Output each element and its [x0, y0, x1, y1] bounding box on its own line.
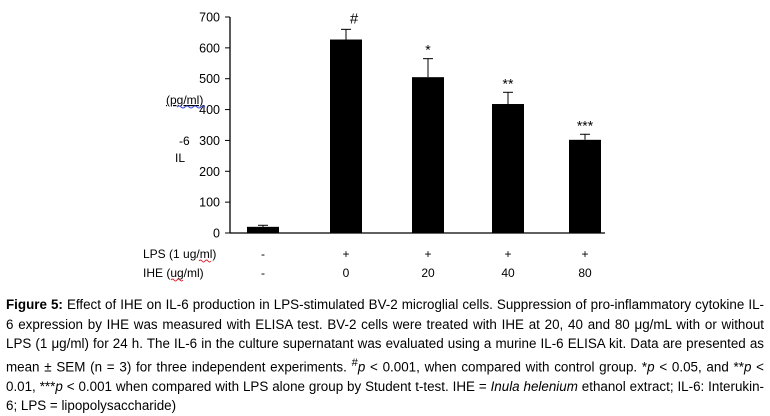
treatment-row-value: - — [261, 247, 265, 261]
treatment-row-value: 80 — [578, 266, 592, 280]
y-tick-label: 700 — [199, 11, 220, 25]
treatment-row-value: + — [342, 247, 349, 261]
bar — [412, 77, 444, 234]
hash-superscript: # — [351, 356, 358, 369]
p-symbol: p — [743, 359, 752, 375]
treatment-row-value: 40 — [501, 266, 515, 280]
spellcheck-squiggle — [170, 278, 184, 282]
caption-text: Effect of IHE on IL-6 production in LPS-… — [6, 297, 764, 375]
species-name: Inula helenium — [490, 378, 578, 394]
treatment-row-value: + — [581, 247, 588, 261]
significance-label: # — [350, 10, 359, 27]
y-axis-label-unit: (pg/ml) — [166, 93, 203, 107]
y-axis-label-number: -6 — [179, 134, 190, 148]
bar-chart: 0100200300400500600700(pg/ml)-6IL#******… — [143, 10, 605, 282]
caption-text: < 0.001, when compared with control grou… — [365, 359, 648, 375]
y-tick-label: 100 — [199, 196, 220, 210]
significance-label: ** — [503, 75, 514, 91]
significance-label: *** — [577, 117, 594, 133]
treatment-row-value: + — [504, 247, 511, 261]
figure-caption: Figure 5: Effect of IHE on IL-6 producti… — [6, 295, 764, 416]
caption-text: ethanol extract; IL-6: Interukin-6; LPS … — [6, 378, 764, 414]
bar — [492, 104, 524, 233]
bar — [569, 139, 601, 233]
y-tick-label: 0 — [213, 227, 220, 241]
caption-text: < 0.001 when compared with LPS alone gro… — [62, 378, 491, 394]
spellcheck-squiggle — [198, 259, 212, 263]
bar — [330, 39, 362, 234]
significance-label: * — [425, 42, 431, 58]
bar — [247, 226, 279, 233]
treatment-row-label: IHE (ug/ml) — [143, 266, 204, 280]
spellcheck-squiggle — [176, 105, 206, 109]
treatment-row-value: 0 — [343, 266, 350, 280]
treatment-row-value: - — [261, 266, 265, 280]
y-tick-label: 600 — [199, 41, 220, 55]
y-tick-label: 300 — [199, 134, 220, 148]
p-symbol: p — [357, 359, 366, 375]
y-tick-label: 500 — [199, 72, 220, 86]
y-axis-label-analyte: IL — [175, 151, 185, 165]
caption-text: < 0.01, *** — [6, 359, 764, 394]
treatment-row-label: LPS (1 ug/ml) — [143, 247, 216, 261]
p-symbol: p — [647, 359, 655, 375]
treatment-row-value: 20 — [421, 266, 435, 280]
figure-label: Figure 5: — [6, 297, 63, 312]
caption-text: < 0.05, and ** — [654, 359, 744, 375]
y-tick-label: 200 — [199, 165, 220, 179]
treatment-row-value: + — [424, 247, 431, 261]
p-symbol: p — [55, 378, 63, 394]
